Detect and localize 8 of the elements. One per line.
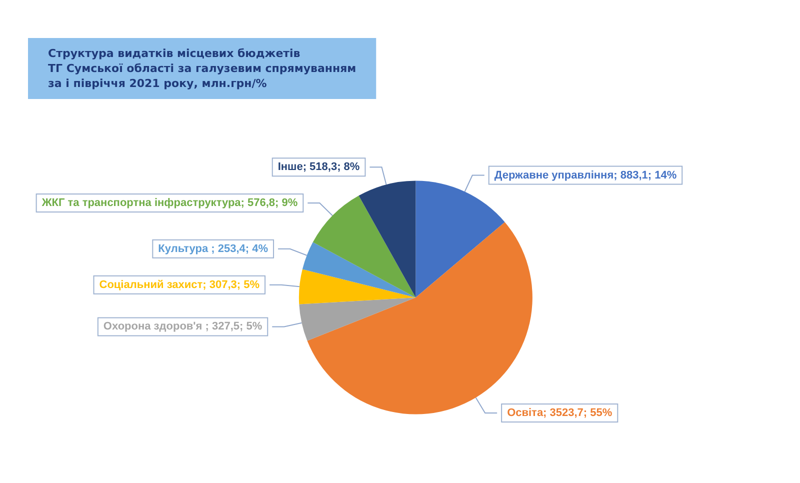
- slice-label: Охорона здоров'я ; 327,5; 5%: [103, 320, 262, 333]
- slice-label: Державне управління; 883,1; 14%: [494, 169, 677, 182]
- slice-label: Культура ; 253,4; 4%: [158, 242, 268, 255]
- slice-label: ЖКГ та транспортна інфраструктура; 576,8; 9%: [40, 197, 298, 210]
- slice-label: Соціальний захист; 307,3; 5%: [99, 278, 260, 291]
- slice-label: Освіта; 3523,7; 55%: [507, 407, 612, 420]
- chart-title: Структура видатків місцевих бюджетів ТГ Сумської області за галузевим спрямуванням за і півріччя 2021 року, млн.грн/%: [48, 47, 356, 90]
- slice-label: Інше; 518,3; 8%: [278, 161, 360, 174]
